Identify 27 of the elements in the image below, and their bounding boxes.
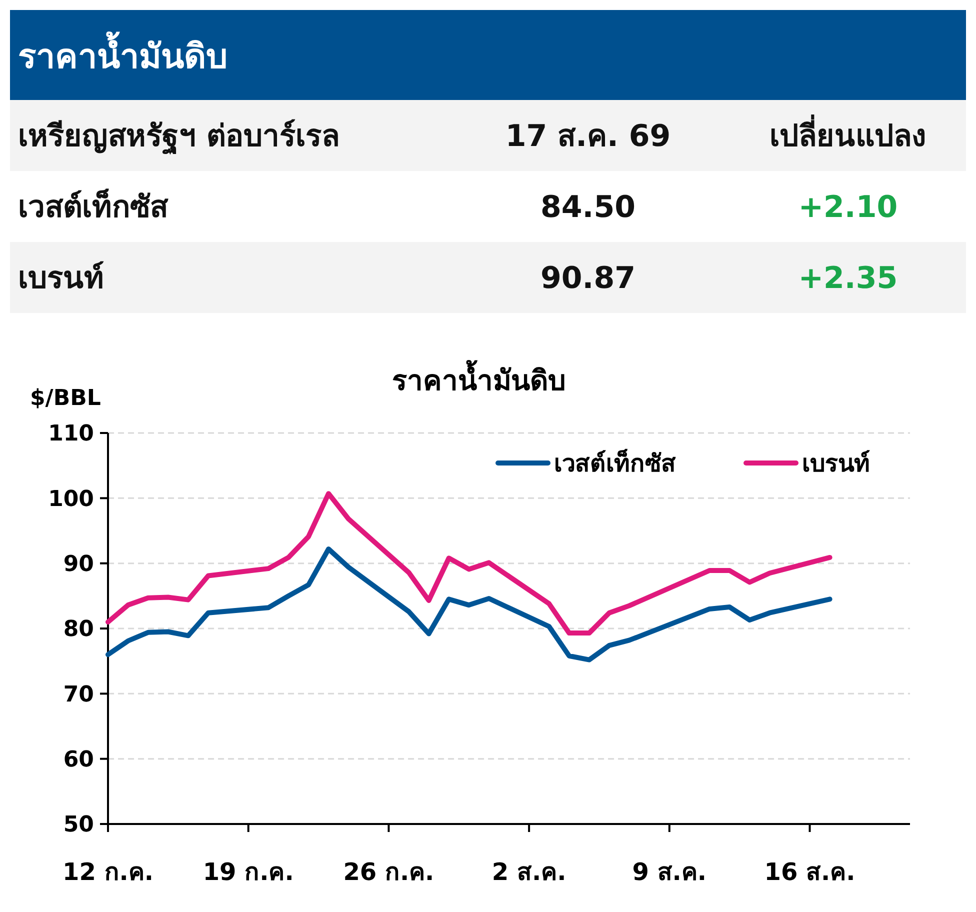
y-tick-label: 90: [63, 552, 94, 578]
y-tick-label: 70: [63, 682, 94, 708]
text: ราคาน้ำมันดิบ: [18, 31, 228, 77]
y-tick-label: 60: [63, 748, 94, 773]
text: +2.35: [798, 261, 898, 296]
y-tick-label: 110: [48, 422, 94, 447]
y-axis-title: $/BBL: [30, 386, 101, 411]
y-tick-label: 100: [48, 486, 94, 512]
text: 84.50: [540, 190, 636, 225]
text: 17 ส.ค. 69: [505, 119, 671, 154]
text: 90.87: [540, 261, 636, 296]
x-tick-label: 19 ก.ค.: [202, 858, 294, 886]
text: +2.10: [798, 190, 898, 225]
text: เบรนท์: [18, 261, 104, 296]
chart-title: ราคาน้ำมันดิบ: [392, 359, 566, 397]
y-tick-label: 80: [63, 617, 94, 642]
x-tick-label: 26 ก.ค.: [343, 858, 434, 886]
x-tick-label: 2 ส.ค.: [492, 858, 566, 886]
y-tick-label: 50: [63, 812, 94, 838]
text: เปลี่ยนแปลง: [770, 114, 926, 154]
x-tick-label: 9 ส.ค.: [632, 858, 707, 886]
text: เวสต์เท็กซัส: [18, 188, 169, 225]
legend-label: เบรนท์: [802, 449, 870, 478]
legend-label: เวสต์เท็กซัส: [554, 448, 676, 478]
x-tick-label: 12 ก.ค.: [62, 858, 154, 886]
text: เหรียญสหรัฐฯ ต่อบาร์เรล: [18, 119, 340, 156]
x-tick-label: 16 ส.ค.: [764, 858, 856, 886]
